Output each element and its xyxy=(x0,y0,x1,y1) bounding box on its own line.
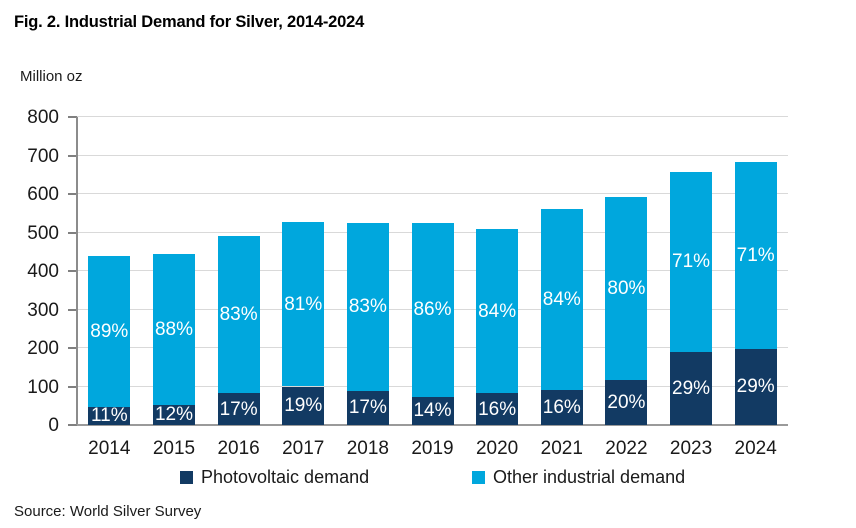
bar-2020-photovoltaic: 16% xyxy=(476,393,519,425)
bar-2018-photovoltaic: 17% xyxy=(346,390,389,425)
y-axis-tick-400 xyxy=(68,270,77,272)
bar-2022-photovoltaic-text: 20% xyxy=(607,391,646,413)
bar-2019-photovoltaic-text: 14% xyxy=(413,400,452,422)
gridline-700 xyxy=(77,154,788,156)
y-tick-label-500: 500 xyxy=(27,222,59,244)
y-axis-line xyxy=(76,117,78,425)
bar-2015-other-industrial: 88% xyxy=(152,254,195,405)
bar-2014-photovoltaic-text: 11% xyxy=(91,405,128,427)
x-tick-label-2019: 2019 xyxy=(411,438,454,459)
bar-2023-photovoltaic: 29% xyxy=(670,351,713,425)
bar-2014-other-industrial-text: 89% xyxy=(90,320,129,342)
y-axis-tick-600 xyxy=(68,193,77,195)
bar-2018-photovoltaic-text: 17% xyxy=(348,397,387,419)
gridline-600 xyxy=(77,193,788,194)
bar-2018-other-industrial: 83% xyxy=(346,222,389,391)
y-axis-tick-500 xyxy=(68,231,77,234)
bar-2016-photovoltaic-text: 17% xyxy=(219,398,258,420)
y-axis-tick-200 xyxy=(68,347,77,349)
source-note: Source: World Silver Survey xyxy=(14,503,202,520)
y-tick-label-0: 0 xyxy=(48,415,59,436)
bar-2014-photovoltaic: 11% xyxy=(88,405,131,427)
bar-2017-other-industrial-text: 81% xyxy=(284,293,323,315)
bar-2018-other-industrial-text: 83% xyxy=(348,296,387,318)
bar-2014-other-industrial: 89% xyxy=(88,255,131,407)
bar-2023-other-industrial-text: 71% xyxy=(672,251,711,273)
y-axis-tick-100 xyxy=(68,385,77,388)
bar-2020-photovoltaic-text: 16% xyxy=(478,398,517,420)
y-tick-label-700: 700 xyxy=(27,145,59,167)
legend-item-photovoltaic: Photovoltaic demand xyxy=(180,467,369,487)
y-axis-tick-700 xyxy=(68,154,77,157)
bar-2017-photovoltaic: 19% xyxy=(282,386,325,425)
legend-swatch-photovoltaic-icon xyxy=(180,470,193,484)
x-tick-label-2018: 2018 xyxy=(346,438,389,459)
x-tick-label-2023: 2023 xyxy=(669,438,713,459)
bar-2024-other-industrial-text: 71% xyxy=(736,245,775,267)
bar-2016-other-industrial: 83% xyxy=(217,236,260,394)
bar-2021-other-industrial-text: 84% xyxy=(542,288,581,310)
bar-2021-photovoltaic: 16% xyxy=(540,390,583,425)
x-tick-label-2021: 2021 xyxy=(540,438,583,459)
bar-2024-photovoltaic: 29% xyxy=(734,348,777,425)
bar-2023-other-industrial: 71% xyxy=(670,172,713,352)
x-tick-label-2016: 2016 xyxy=(217,438,260,459)
legend-label-other-industrial: Other industrial demand xyxy=(493,467,686,487)
bar-2022-other-industrial: 80% xyxy=(605,197,648,380)
bar-2020-other-industrial-text: 84% xyxy=(478,300,517,322)
bar-2016-other-industrial-text: 83% xyxy=(219,304,258,326)
x-tick-label-2014: 2014 xyxy=(88,438,131,459)
y-axis-tick-800 xyxy=(68,116,77,118)
bar-2016-photovoltaic: 17% xyxy=(217,393,260,425)
chart-title: Fig. 2. Industrial Demand for Silver, 20… xyxy=(14,13,365,31)
bar-2024-other-industrial: 71% xyxy=(734,162,777,349)
bar-2024-photovoltaic-text: 29% xyxy=(736,376,775,398)
bar-2020-other-industrial: 84% xyxy=(476,228,519,394)
legend-swatch-other-industrial-icon xyxy=(472,470,485,484)
x-tick-label-2017: 2017 xyxy=(282,438,325,459)
y-tick-label-600: 600 xyxy=(27,184,59,205)
y-tick-label-300: 300 xyxy=(27,299,59,321)
y-axis-tick-300 xyxy=(68,308,77,311)
bar-2022-photovoltaic: 20% xyxy=(605,379,648,425)
bar-2019-other-industrial-text: 86% xyxy=(413,299,452,321)
bar-2017-photovoltaic-text: 19% xyxy=(284,395,323,417)
x-tick-label-2024: 2024 xyxy=(734,438,777,459)
bar-2021-photovoltaic-text: 16% xyxy=(542,397,581,419)
bar-2022-other-industrial-text: 80% xyxy=(607,277,646,299)
bar-2015-photovoltaic: 12% xyxy=(152,404,195,426)
gridline-800 xyxy=(77,116,788,117)
x-axis-line xyxy=(77,424,788,426)
bar-2015-photovoltaic-text: 12% xyxy=(154,404,193,426)
x-tick-label-2022: 2022 xyxy=(605,438,648,459)
bar-2021-other-industrial: 84% xyxy=(540,208,583,391)
legend: Photovoltaic demand Other industrial dem… xyxy=(0,467,856,487)
y-axis-tick-0 xyxy=(68,424,77,426)
y-tick-label-100: 100 xyxy=(27,376,59,398)
y-tick-label-400: 400 xyxy=(27,261,59,282)
y-axis-unit-label: Million oz xyxy=(20,68,83,85)
legend-item-other-industrial: Other industrial demand xyxy=(472,467,685,487)
y-tick-label-800: 800 xyxy=(27,107,59,128)
x-tick-label-2020: 2020 xyxy=(475,438,519,459)
bar-2017-other-industrial: 81% xyxy=(282,222,325,387)
bar-2019-photovoltaic: 14% xyxy=(411,396,454,425)
x-tick-label-2015: 2015 xyxy=(152,438,196,459)
bar-2015-other-industrial-text: 88% xyxy=(154,318,193,340)
legend-label-photovoltaic: Photovoltaic demand xyxy=(201,467,370,487)
bar-2023-photovoltaic-text: 29% xyxy=(672,377,711,399)
y-tick-label-200: 200 xyxy=(27,338,59,359)
bar-2019-other-industrial: 86% xyxy=(411,222,454,397)
